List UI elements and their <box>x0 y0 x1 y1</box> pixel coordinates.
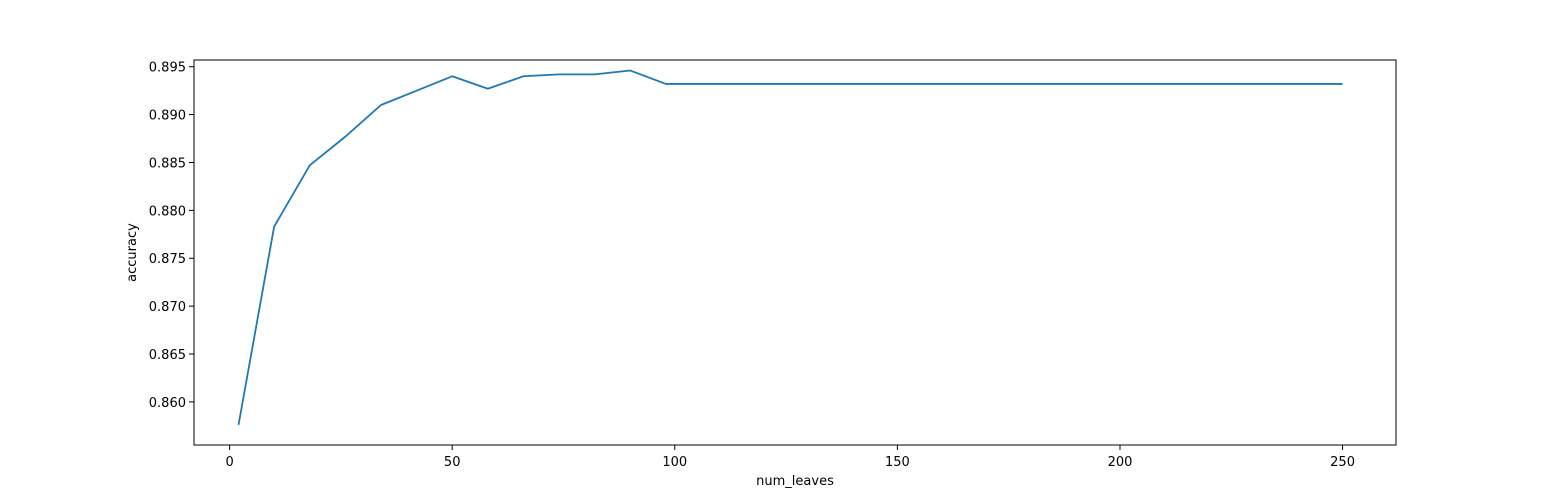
y-tick-label: 0.870 <box>149 300 186 315</box>
x-axis-ticks: 0 50 100 150 200 250 <box>225 445 1355 470</box>
y-tick-label: 0.890 <box>149 109 186 124</box>
x-tick-label: 150 <box>885 455 910 470</box>
series-group <box>237 69 1343 426</box>
y-tick-label: 0.895 <box>149 61 186 76</box>
x-tick-label: 0 <box>225 455 233 470</box>
x-tick-label: 200 <box>1108 455 1133 470</box>
y-tick-label: 0.875 <box>149 252 186 267</box>
y-tick-label: 0.885 <box>149 156 186 171</box>
y-tick-label: 0.860 <box>149 396 186 411</box>
x-tick-label: 50 <box>444 455 461 470</box>
y-axis-label: accuracy <box>125 223 140 282</box>
x-tick-label: 100 <box>662 455 687 470</box>
y-axis-ticks: 0.860 0.865 0.870 0.875 0.880 0.885 0.890 0.895 <box>149 61 194 411</box>
y-tick-label: 0.865 <box>149 348 186 363</box>
series-line <box>237 69 1343 426</box>
x-axis-label: num_leaves <box>756 474 834 489</box>
y-tick-label: 0.880 <box>149 204 186 219</box>
plot-frame <box>193 59 1397 446</box>
x-tick-label: 250 <box>1330 455 1355 470</box>
